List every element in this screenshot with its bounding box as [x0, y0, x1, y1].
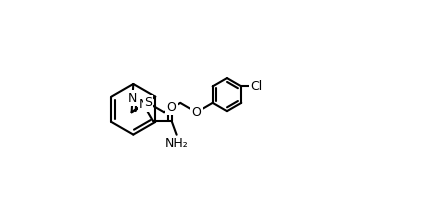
Text: N: N [128, 92, 137, 105]
Text: S: S [144, 96, 152, 109]
Text: NH₂: NH₂ [165, 137, 189, 150]
Text: N: N [139, 98, 148, 111]
Text: Cl: Cl [250, 80, 262, 93]
Text: O: O [192, 106, 201, 119]
Text: O: O [167, 101, 176, 114]
